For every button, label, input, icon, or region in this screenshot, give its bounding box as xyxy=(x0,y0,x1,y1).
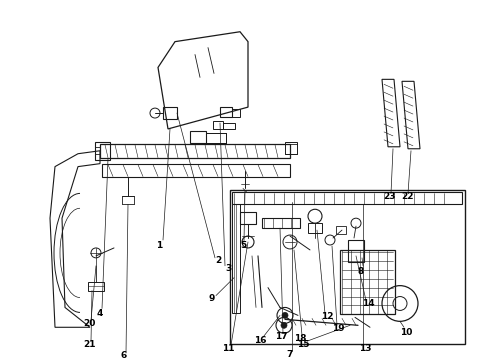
Text: 18: 18 xyxy=(294,334,306,343)
Bar xyxy=(308,223,322,233)
Text: 7: 7 xyxy=(287,350,293,359)
Bar xyxy=(163,107,177,119)
Bar xyxy=(285,142,297,154)
Bar xyxy=(88,282,104,291)
Text: 10: 10 xyxy=(400,328,412,337)
Bar xyxy=(223,123,235,129)
Bar xyxy=(262,218,300,228)
Text: 8: 8 xyxy=(358,267,364,276)
Bar xyxy=(213,121,223,129)
Text: 21: 21 xyxy=(83,339,95,348)
Text: 15: 15 xyxy=(297,339,309,348)
Text: 3: 3 xyxy=(225,264,231,273)
Text: 6: 6 xyxy=(121,351,127,360)
Bar xyxy=(348,240,364,262)
Text: 5: 5 xyxy=(240,242,246,251)
Text: 1: 1 xyxy=(156,242,162,251)
Text: 4: 4 xyxy=(97,309,103,318)
Circle shape xyxy=(282,312,288,318)
Text: 14: 14 xyxy=(362,299,374,308)
Bar xyxy=(232,109,240,117)
Text: 11: 11 xyxy=(222,343,234,352)
Text: 12: 12 xyxy=(321,312,333,321)
Text: 23: 23 xyxy=(383,192,395,201)
Bar xyxy=(95,142,110,160)
Text: 9: 9 xyxy=(209,294,215,303)
Text: 13: 13 xyxy=(359,343,371,352)
Text: 16: 16 xyxy=(254,336,266,345)
Bar xyxy=(220,107,232,117)
Bar xyxy=(190,131,206,143)
Text: 19: 19 xyxy=(332,324,344,333)
Bar xyxy=(232,192,462,204)
Text: 2: 2 xyxy=(215,256,221,265)
Text: 22: 22 xyxy=(401,192,413,201)
Bar xyxy=(336,226,346,234)
Bar xyxy=(230,190,465,344)
Bar xyxy=(206,133,226,143)
Text: 17: 17 xyxy=(275,332,287,341)
Bar xyxy=(100,144,290,158)
Bar xyxy=(240,212,256,224)
Bar xyxy=(340,250,395,314)
Text: 20: 20 xyxy=(83,319,95,328)
Bar xyxy=(232,204,240,314)
Circle shape xyxy=(281,322,287,328)
